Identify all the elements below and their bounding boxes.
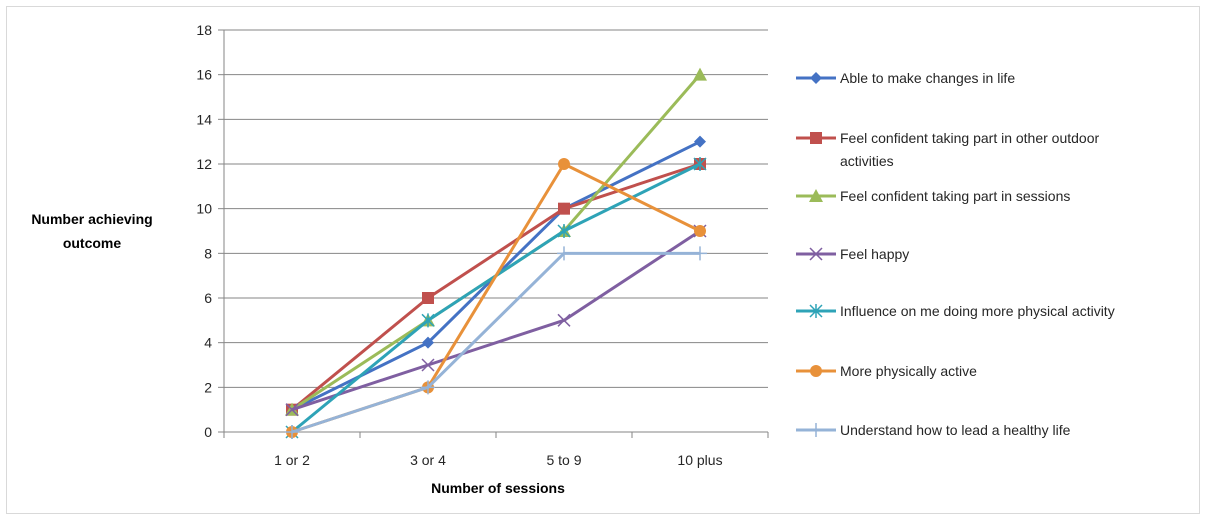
marker-circle (694, 225, 706, 237)
x-tick-label: 5 to 9 (546, 452, 581, 468)
data-point (693, 246, 707, 261)
marker-circle (810, 365, 822, 377)
data-point (422, 292, 434, 304)
data-point (558, 158, 570, 170)
data-point (421, 380, 435, 395)
series-line-7 (291, 251, 700, 434)
y-axis-title: Number achieving (31, 211, 152, 227)
data-point (285, 425, 299, 439)
marker-diamond (810, 72, 822, 84)
marker-diamond (694, 135, 706, 148)
y-tick-label: 12 (196, 156, 212, 172)
data-point (693, 157, 707, 171)
marker-diamond (422, 336, 434, 349)
legend-label: More physically active (840, 363, 977, 379)
y-tick-label: 14 (196, 111, 212, 127)
data-point (285, 403, 299, 417)
marker-x (421, 358, 435, 372)
legend-label: Feel confident taking part in other outd… (840, 130, 1100, 146)
legend-label: Influence on me doing more physical acti… (840, 303, 1115, 319)
x-tick-label: 10 plus (677, 452, 722, 468)
y-tick-label: 2 (204, 379, 212, 395)
legend-label: Feel happy (840, 246, 909, 262)
data-point (557, 313, 571, 327)
marker-asterisk (421, 313, 435, 328)
data-point (557, 246, 571, 261)
marker-plus (421, 380, 435, 395)
legend-label: activities (840, 153, 894, 169)
marker-plus (693, 246, 707, 261)
marker-plus (557, 246, 571, 261)
marker-x (809, 247, 823, 261)
data-point (558, 202, 570, 215)
marker-square (810, 132, 822, 144)
legend-marker (809, 423, 823, 437)
y-tick-label: 0 (204, 424, 212, 440)
series-line-2 (291, 162, 701, 411)
data-point (422, 336, 434, 349)
marker-circle (558, 158, 570, 170)
marker-triangle (693, 67, 707, 81)
marker-plus (809, 423, 823, 437)
marker-square (558, 202, 570, 215)
legend-marker (809, 247, 823, 261)
legend-marker (809, 304, 823, 318)
marker-x (285, 403, 299, 417)
marker-square (422, 292, 434, 304)
data-point (421, 313, 435, 328)
legend-marker (810, 132, 822, 144)
chart-frame (6, 6, 1200, 514)
y-tick-label: 6 (204, 290, 212, 306)
legend-marker (809, 189, 823, 202)
y-tick-label: 8 (204, 245, 212, 261)
y-tick-label: 18 (196, 22, 212, 38)
legend-label: Understand how to lead a healthy life (840, 422, 1071, 438)
series-line-4 (291, 229, 701, 412)
data-point (557, 224, 571, 238)
marker-asterisk (809, 304, 823, 318)
marker-plus (285, 425, 299, 439)
legend-marker (810, 365, 822, 377)
legend-marker (810, 72, 822, 84)
y-tick-label: 10 (196, 201, 212, 217)
legend-label: Feel confident taking part in sessions (840, 188, 1070, 204)
legend-label: Able to make changes in life (840, 70, 1015, 86)
marker-triangle (809, 189, 823, 202)
marker-asterisk (693, 157, 707, 171)
marker-asterisk (557, 224, 571, 238)
data-point (694, 135, 706, 148)
x-tick-label: 3 or 4 (410, 452, 446, 468)
y-tick-label: 16 (196, 67, 212, 83)
x-tick-label: 1 or 2 (274, 452, 310, 468)
x-axis-title: Number of sessions (431, 480, 565, 496)
data-point (421, 358, 435, 372)
data-point (693, 67, 707, 81)
y-tick-label: 4 (204, 335, 212, 351)
data-point (694, 225, 706, 237)
marker-x (557, 313, 571, 327)
y-axis-title: outcome (63, 235, 122, 251)
